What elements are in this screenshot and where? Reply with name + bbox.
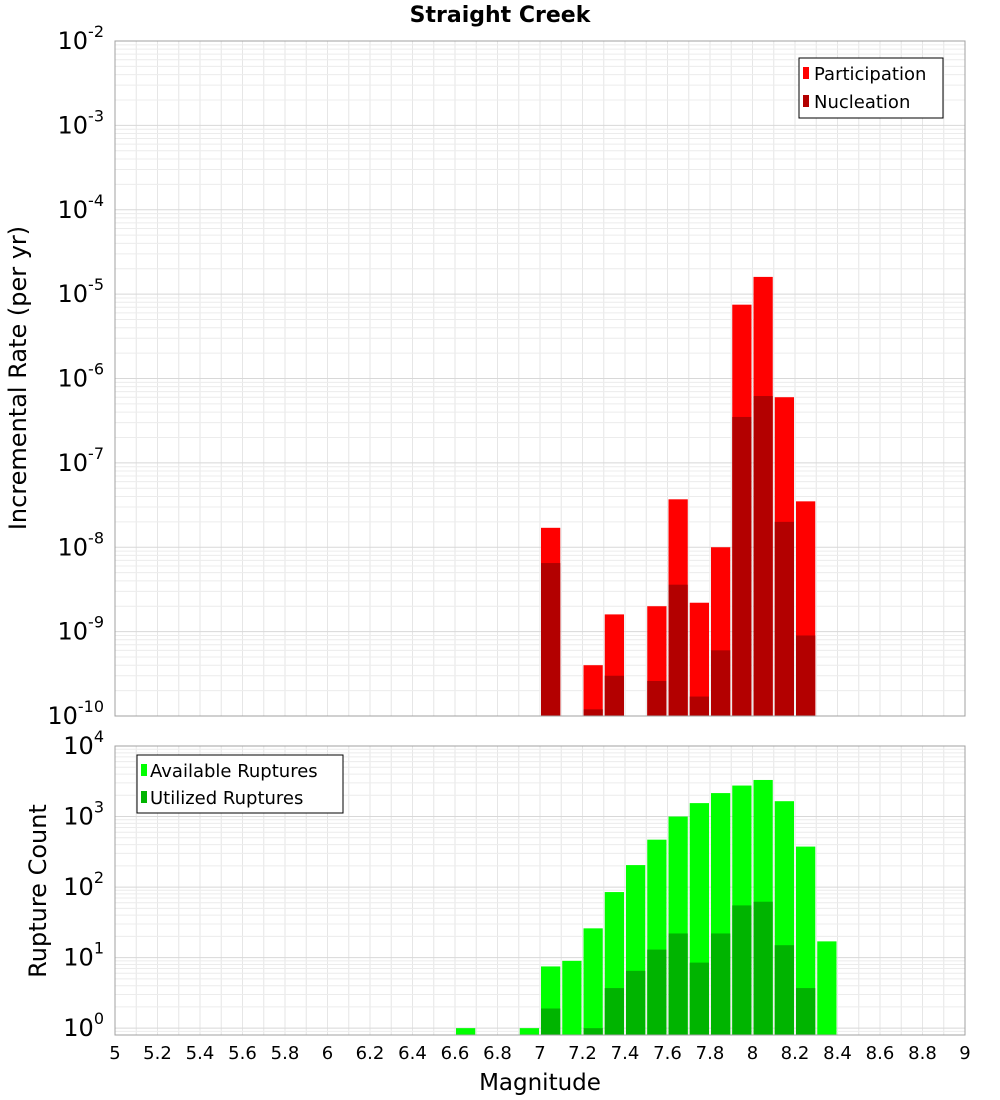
count-plot: 100 101 102 103 104 5 5.2 5.4 5.6 5.8 6 6.2 6.4 6.6 6… [24,727,971,1096]
rate-y-tick-label: 10-7 [58,444,105,477]
rate-plot-frame [114,40,966,717]
count-plot-legend-box [136,754,344,814]
x-tick-label: 5 [109,1043,120,1064]
count-plot-x-ticks: 5 5.2 5.4 5.6 5.8 6 6.2 6.4 6.6 6.8 7 7.2 7.4 7.6 7.8 8… [109,1043,970,1064]
x-tick-label: 7.2 [568,1043,597,1064]
legend-swatch-utilized-ruptures [141,791,147,803]
x-tick-label: 5.6 [228,1043,257,1064]
x-tick-label: 5.8 [271,1043,300,1064]
rate-plot-legend: Participation Nucleation [798,57,944,119]
x-tick-label: 8.4 [823,1043,852,1064]
rate-y-tick-label: 10-10 [47,697,104,730]
rate-y-tick-label: 10-3 [58,106,105,139]
bar-nucleation-8-05 [753,396,773,716]
legend-swatch-nucleation [803,95,809,107]
bar-utilized-ruptures-7-55 [647,949,667,1035]
bar-participation-7-75 [689,602,709,716]
bar-utilized-ruptures-7-05 [541,1008,561,1035]
bar-available-ruptures-8-35 [817,941,837,1035]
bar-nucleation-7-25 [583,709,603,716]
rate-plot-y-ticks: 10-10 10-9 10-8 10-7 10-6 10-5 10-4 10-3 10-2 [47,22,104,730]
legend-swatch-available-ruptures [141,764,147,776]
count-plot-bars [456,779,837,1035]
chart-title: Straight Creek [410,3,592,28]
bar-utilized-ruptures-7-35 [604,988,624,1035]
x-tick-label: 6.8 [483,1043,512,1064]
x-tick-label: 7 [534,1043,545,1064]
legend-label-available-ruptures: Available Ruptures [150,761,318,782]
bar-available-ruptures-7-15 [562,960,582,1035]
rate-plot-grid [114,40,966,717]
x-tick-label: 6.2 [356,1043,385,1064]
bar-utilized-ruptures-7-85 [711,933,731,1035]
x-tick-label: 7.4 [611,1043,640,1064]
x-tick-label: 8.2 [781,1043,810,1064]
count-y-tick-label: 103 [63,798,104,831]
bar-utilized-ruptures-7-45 [626,970,646,1035]
bar-available-ruptures-6-95 [519,1028,539,1035]
bar-utilized-ruptures-7-25 [583,1028,603,1035]
bar-participation-7-25 [583,665,603,716]
count-plot-y-ticks: 100 101 102 103 104 [63,727,104,1042]
count-plot-legend: Available Ruptures Utilized Ruptures [136,754,344,814]
count-y-tick-label: 101 [63,939,104,972]
rate-plot-bars [541,276,816,716]
count-plot-frame [114,745,966,1036]
x-tick-label: 8.6 [866,1043,895,1064]
rate-y-tick-label: 10-8 [58,528,105,561]
bar-nucleation-7-85 [711,650,731,716]
rate-plot-legend-box [798,57,944,119]
bar-available-ruptures-6-65 [456,1028,476,1035]
x-axis-label: Magnitude [479,1070,601,1096]
bar-available-ruptures-8-25 [796,846,816,1035]
rate-y-tick-label: 10-4 [58,191,105,224]
rate-y-tick-label: 10-5 [58,275,105,308]
x-tick-label: 7.8 [696,1043,725,1064]
bar-nucleation-8-15 [774,521,794,716]
bar-nucleation-7-35 [604,675,624,716]
bar-available-ruptures-7-25 [583,928,603,1035]
count-plot-y-axis-label: Rupture Count [24,804,52,978]
bar-nucleation-7-95 [732,416,752,716]
bar-utilized-ruptures-7-65 [668,933,688,1035]
count-y-tick-label: 102 [63,868,104,901]
rate-y-tick-label: 10-9 [58,613,105,646]
rate-plot-y-axis-label: Incremental Rate (per yr) [4,226,32,530]
x-tick-label: 5.4 [186,1043,215,1064]
x-tick-label: 5.2 [143,1043,172,1064]
rate-y-tick-label: 10-2 [58,22,105,55]
bar-nucleation-7-05 [541,563,561,716]
count-y-tick-label: 100 [63,1009,104,1042]
legend-label-nucleation: Nucleation [814,92,910,113]
bar-utilized-ruptures-8-15 [774,945,794,1035]
bar-utilized-ruptures-8-05 [753,901,773,1035]
legend-label-utilized-ruptures: Utilized Ruptures [150,788,303,809]
x-tick-label: 9 [959,1043,970,1064]
legend-label-participation: Participation [814,64,926,85]
bar-nucleation-7-75 [689,696,709,716]
bar-utilized-ruptures-7-95 [732,905,752,1035]
rate-plot: 10-10 10-9 10-8 10-7 10-6 10-5 10-4 10-3 10-2 In… [4,22,966,730]
rate-y-tick-label: 10-6 [58,360,105,393]
x-tick-label: 6 [322,1043,333,1064]
x-tick-label: 6.6 [441,1043,470,1064]
bar-nucleation-7-65 [668,584,688,716]
x-tick-label: 6.4 [398,1043,427,1064]
count-y-tick-label: 104 [63,727,104,760]
bar-utilized-ruptures-7-75 [689,962,709,1035]
bar-nucleation-7-55 [647,680,667,716]
legend-swatch-participation [803,67,809,79]
bar-utilized-ruptures-8-25 [796,988,816,1035]
x-tick-label: 8 [747,1043,758,1064]
x-tick-label: 7.6 [653,1043,682,1064]
bar-nucleation-8-25 [796,635,816,716]
x-tick-label: 8.8 [908,1043,937,1064]
